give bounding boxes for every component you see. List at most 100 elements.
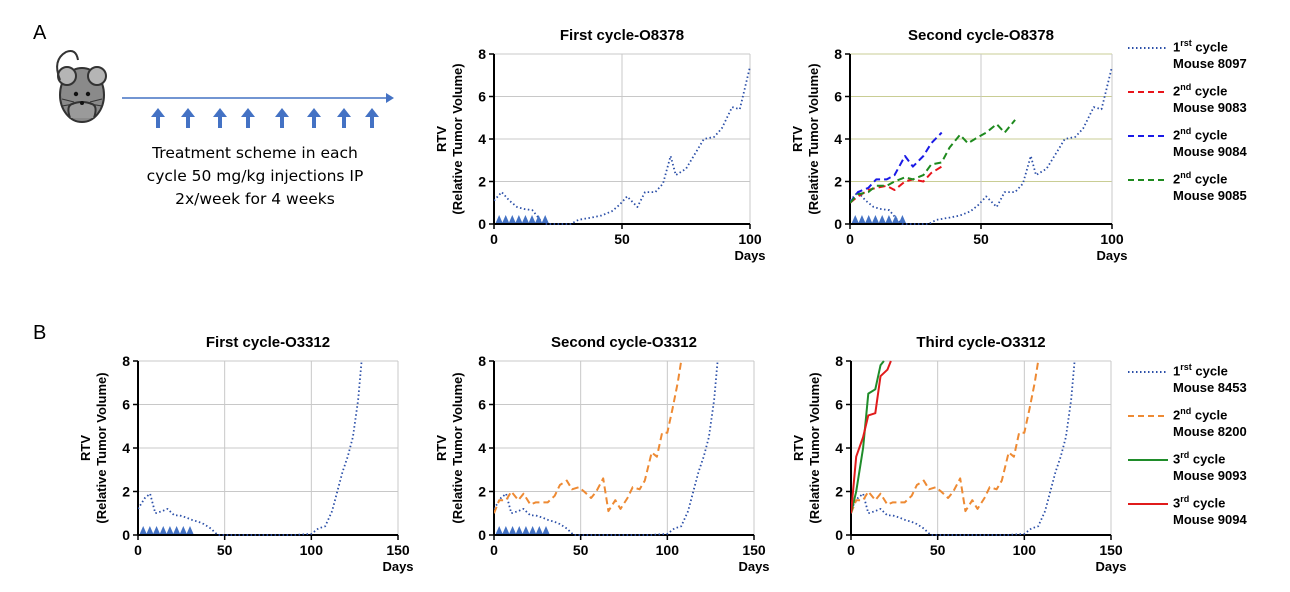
x-tick-label: 100 (738, 231, 762, 247)
y-tick-label: 4 (478, 131, 486, 147)
legend-item: 2nd cycle Mouse 8200 (1128, 406, 1247, 439)
y-tick-label: 8 (122, 353, 130, 369)
treatment-arrow (541, 215, 549, 223)
y-tick-label: 2 (834, 174, 842, 190)
svg-text:RTV: RTV (434, 435, 449, 461)
x-axis-label: Days (382, 559, 413, 574)
x-tick-label: 50 (217, 542, 233, 558)
svg-text:(Relative Tumor Volume): (Relative Tumor Volume) (450, 63, 465, 214)
treatment-arrow (509, 526, 517, 534)
x-tick-label: 0 (490, 231, 498, 247)
svg-text:(Relative Tumor Volume): (Relative Tumor Volume) (94, 372, 109, 523)
treatment-arrow (495, 215, 503, 223)
treatment-arrow (851, 215, 859, 223)
svg-text:(Relative Tumor Volume): (Relative Tumor Volume) (806, 63, 821, 214)
treatment-arrow (522, 526, 530, 534)
treatment-arrow (898, 215, 906, 223)
y-tick-label: 0 (478, 216, 486, 232)
y-tick-label: 2 (478, 484, 486, 500)
treatment-arrow (529, 526, 537, 534)
y-tick-label: 0 (122, 527, 130, 543)
legend-item: 1rst cycle Mouse 8097 (1128, 38, 1247, 71)
legend-item: 2nd cycle Mouse 9083 (1128, 82, 1247, 115)
series-line (494, 66, 751, 225)
scheme-line-1: Treatment scheme in each (152, 144, 358, 162)
treatment-arrow (865, 215, 873, 223)
chart-title: Second cycle-O8378 (908, 27, 1054, 44)
x-tick-label: 50 (573, 542, 589, 558)
chart-title: First cycle-O3312 (206, 334, 330, 351)
injection-arrow (151, 108, 165, 128)
chart-third-cycle-o3312: Third cycle-O3312 0 2 4 6 8 0 50 100 150 RTV (Relat… (791, 334, 1127, 574)
treatment-arrow (153, 526, 161, 534)
y-tick-label: 2 (478, 174, 486, 190)
svg-text:RTV: RTV (434, 126, 449, 152)
legend-item: 3rd cycle Mouse 9093 (1128, 450, 1247, 483)
treatment-arrow (542, 526, 550, 534)
treatment-arrow (179, 526, 187, 534)
injection-arrow (337, 108, 351, 128)
treatment-scheme (56, 50, 394, 128)
x-axis-label: Days (1096, 248, 1127, 263)
chart-first-cycle-o8378: First cycle-O8378 0 2 4 6 8 0 50 100 RTV (Relative… (434, 27, 766, 263)
y-tick-label: 4 (478, 440, 486, 456)
x-tick-label: 150 (386, 542, 410, 558)
y-axis-label: RTV (Relative Tumor Volume) (791, 372, 822, 523)
panel-label-b: B (33, 322, 47, 344)
x-axis-label: Days (734, 248, 765, 263)
x-tick-label: 100 (1100, 231, 1124, 247)
treatment-arrow (515, 215, 523, 223)
series-line (850, 119, 1016, 204)
y-axis-label: RTV (Relative Tumor Volume) (78, 372, 109, 523)
series-line (494, 360, 683, 514)
scheme-line-3: 2x/week for 4 weeks (175, 190, 335, 208)
treatment-arrow (166, 526, 174, 534)
y-axis-label: RTV (Relative Tumor Volume) (434, 63, 465, 214)
chart-second-cycle-o3312: Second cycle-O3312 0 2 4 6 8 0 50 100 150 RTV (Rela… (434, 334, 770, 574)
x-axis-label: Days (738, 559, 769, 574)
y-tick-label: 4 (122, 440, 130, 456)
x-tick-label: 50 (930, 542, 946, 558)
injection-arrow (213, 108, 227, 128)
scheme-line-2: cycle 50 mg/kg injections IP (146, 167, 364, 185)
x-tick-label: 0 (134, 542, 142, 558)
injection-arrow (181, 108, 195, 128)
svg-text:RTV: RTV (791, 435, 806, 461)
y-axis-label: RTV (Relative Tumor Volume) (790, 63, 821, 214)
chart-second-cycle-o8378: Second cycle-O8378 0 2 4 6 8 0 50 100 RTV (Relativ… (790, 27, 1128, 263)
x-tick-label: 0 (846, 231, 854, 247)
series-line (850, 66, 1113, 225)
chart-title: Third cycle-O3312 (916, 334, 1045, 351)
legend-item: 3rd cycle Mouse 9094 (1128, 494, 1247, 527)
injection-arrow (241, 108, 255, 128)
mouse-icon (56, 50, 107, 123)
svg-text:RTV: RTV (78, 435, 93, 461)
y-tick-label: 6 (478, 89, 486, 105)
y-tick-label: 0 (478, 527, 486, 543)
treatment-arrow (878, 215, 886, 223)
treatment-arrow (173, 526, 181, 534)
treatment-arrow (535, 526, 543, 534)
treatment-arrow (871, 215, 879, 223)
y-tick-label: 8 (834, 46, 842, 62)
injection-arrow (365, 108, 379, 128)
treatment-arrow (885, 215, 893, 223)
y-tick-label: 6 (835, 397, 843, 413)
treatment-arrow (528, 215, 536, 223)
y-axis-label: RTV (Relative Tumor Volume) (434, 372, 465, 523)
chart-title: Second cycle-O3312 (551, 334, 697, 351)
y-tick-label: 4 (835, 440, 843, 456)
x-tick-label: 0 (847, 542, 855, 558)
treatment-arrow (535, 215, 543, 223)
y-tick-label: 6 (478, 397, 486, 413)
series-line (851, 360, 885, 514)
x-tick-label: 50 (973, 231, 989, 247)
y-tick-label: 6 (834, 89, 842, 105)
x-tick-label: 100 (300, 542, 324, 558)
treatment-arrow (515, 526, 523, 534)
injection-arrow (275, 108, 289, 128)
x-tick-label: 0 (490, 542, 498, 558)
treatment-arrow (502, 526, 510, 534)
svg-text:RTV: RTV (790, 126, 805, 152)
treatment-arrow (159, 526, 167, 534)
